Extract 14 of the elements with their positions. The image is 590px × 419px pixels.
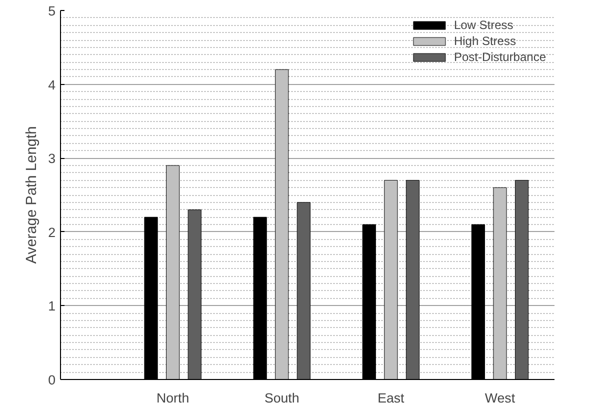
x-tick-label: West: [484, 390, 516, 406]
y-tick-label: 1: [48, 298, 56, 314]
y-tick-label: 3: [48, 151, 56, 166]
legend-label: High Stress: [454, 34, 516, 48]
y-tick-label: 4: [48, 77, 56, 92]
legend-label: Post-Disturbance: [454, 50, 546, 64]
y-tick-label: 0: [48, 372, 56, 388]
x-tick-label: East: [378, 390, 405, 406]
y-tick-label: 5: [48, 4, 56, 18]
y-axis-title: Average Path Length: [24, 126, 40, 264]
legend-label: Low Stress: [454, 18, 514, 32]
x-tick-label: North: [156, 390, 190, 406]
y-tick-label: 2: [48, 224, 56, 240]
x-tick-label: South: [264, 390, 300, 406]
